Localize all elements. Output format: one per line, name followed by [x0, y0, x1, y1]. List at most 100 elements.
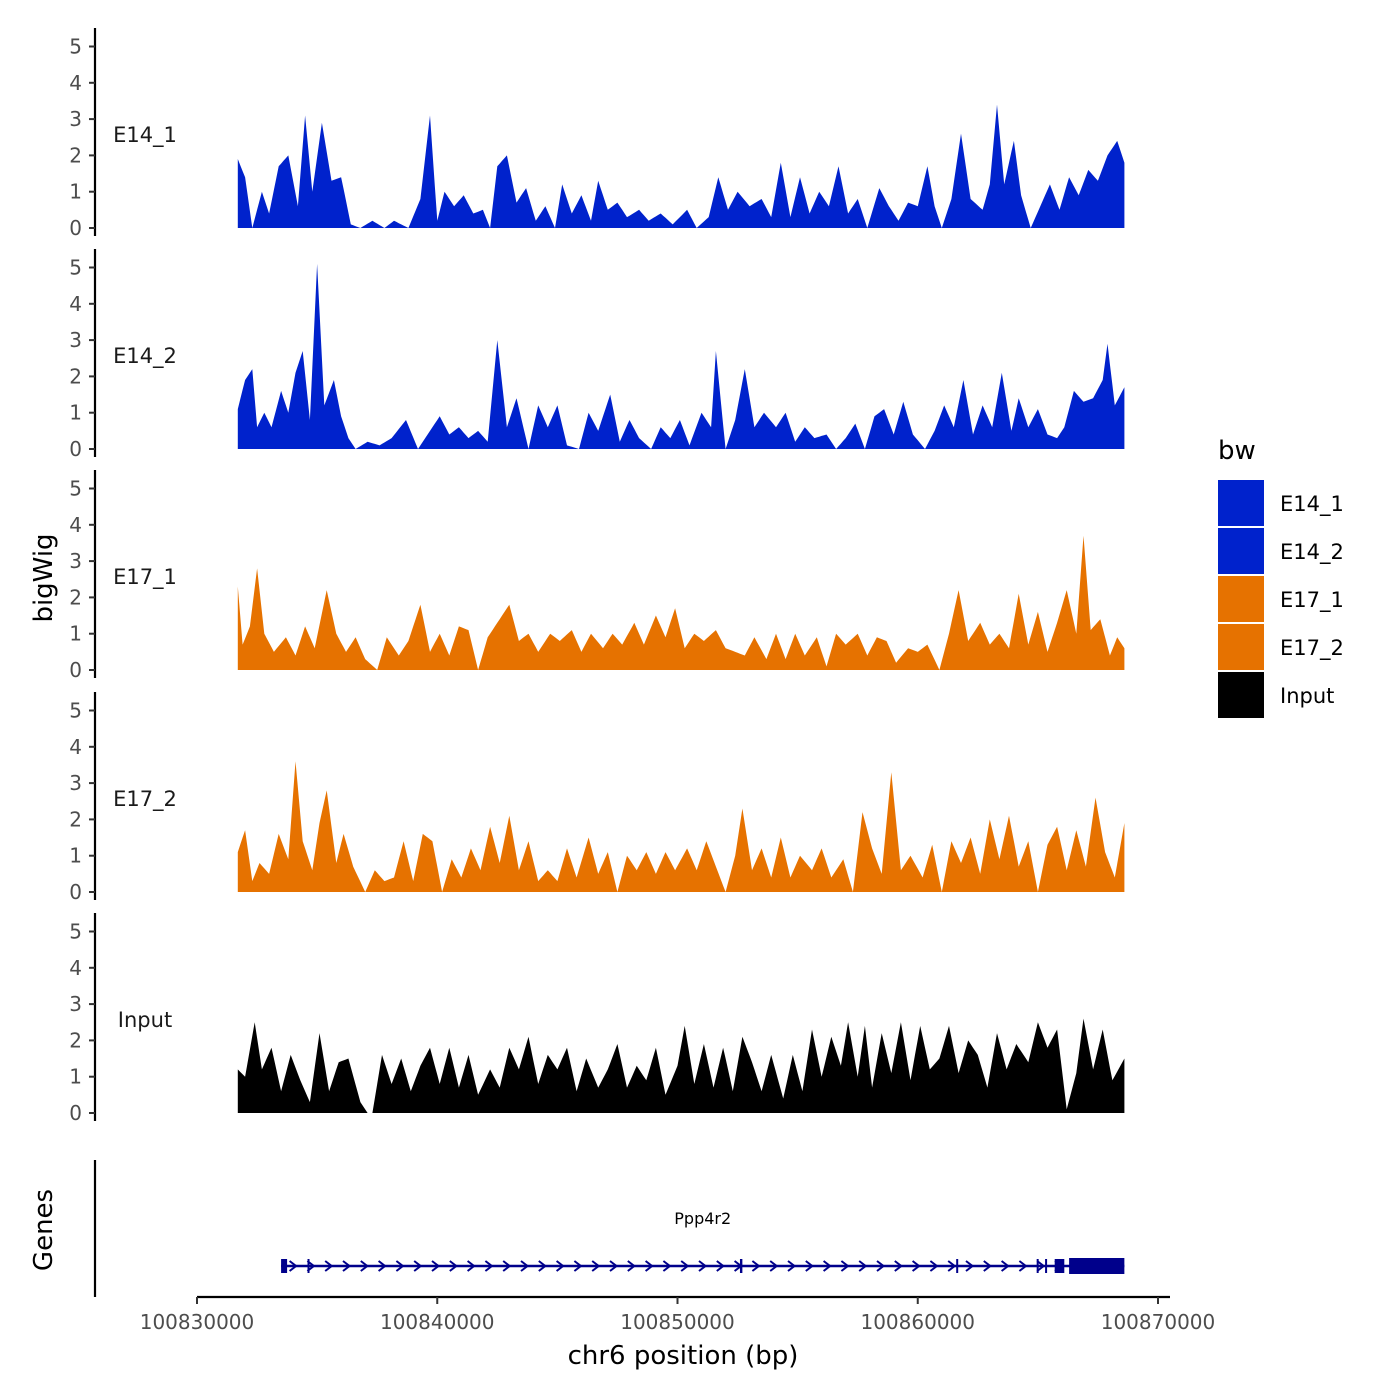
strand-arrow — [911, 1260, 921, 1272]
y-tick-label: 3 — [69, 771, 82, 795]
y-tick-label: 2 — [69, 364, 82, 388]
signal-area-e17-2 — [237, 761, 1125, 892]
legend-key-e14-2 — [1218, 528, 1264, 574]
y-tick-label: 1 — [69, 401, 82, 425]
strand-arrow — [627, 1260, 636, 1272]
track-label: Input — [118, 1008, 172, 1032]
y-axis-title: bigWig — [29, 533, 59, 622]
y-tick-label: 2 — [69, 807, 82, 831]
x-tick-label: 100840000 — [380, 1310, 495, 1334]
strand-arrow — [644, 1260, 654, 1272]
strand-arrow — [1036, 1260, 1046, 1272]
y-tick-label: 5 — [69, 477, 82, 501]
y-tick-label: 4 — [69, 513, 82, 537]
strand-arrow — [520, 1260, 530, 1272]
legend-title: bw — [1218, 436, 1256, 466]
x-axis: 100830000 100840000 100850000 100860000 1008… — [140, 1295, 1216, 1334]
signal-area-input — [237, 1018, 1125, 1113]
strand-arrow — [698, 1260, 708, 1272]
track-e17-2: 0 1 2 3 4 5 E17_2 — [69, 691, 1125, 904]
strand-arrow — [484, 1260, 494, 1272]
gene-exon — [1036, 1259, 1039, 1273]
y-tick-label: 1 — [69, 180, 82, 204]
y-tick-label: 3 — [69, 107, 82, 131]
y-tick-label: 4 — [69, 292, 82, 316]
strand-arrow — [538, 1260, 547, 1272]
legend-key-input — [1218, 672, 1264, 718]
y-tick-label: 1 — [69, 844, 82, 868]
legend: bw E14_1 E14_2 E17_1 E17_2 Input — [1218, 436, 1344, 718]
strand-arrow — [965, 1260, 975, 1272]
gene-name-label: Ppp4r2 — [674, 1209, 731, 1228]
track-e14-2: 0 1 2 3 4 5 E14_2 — [69, 248, 1125, 461]
y-tick-label: 2 — [69, 1028, 82, 1052]
gene-exon — [739, 1259, 743, 1273]
signal-tracks: 0 1 2 3 4 5 E14_1 0 1 2 3 4 5 E14_2 0 1 2 3 4 5 E17_1 0 1 2 3 4 5 E… — [69, 27, 1125, 1125]
track-input: 0 1 2 3 4 5 Input — [69, 912, 1125, 1125]
y-tick-label: 5 — [69, 699, 82, 723]
track-label: E14_2 — [113, 344, 177, 369]
y-tick-label: 1 — [69, 1065, 82, 1089]
strand-arrow — [573, 1260, 583, 1272]
strand-arrow — [609, 1260, 619, 1272]
strand-arrow — [947, 1260, 957, 1272]
legend-key-e17-2 — [1218, 624, 1264, 670]
strand-arrow — [431, 1260, 441, 1272]
y-tick-label: 4 — [69, 956, 82, 980]
y-tick-label: 0 — [69, 437, 82, 461]
strand-arrow — [324, 1260, 334, 1272]
y-tick-label: 4 — [69, 71, 82, 95]
strand-arrow — [395, 1260, 405, 1272]
strand-arrow — [502, 1260, 512, 1272]
track-e14-1: 0 1 2 3 4 5 E14_1 — [69, 27, 1125, 240]
strand-arrow — [466, 1260, 476, 1272]
strand-arrow — [413, 1260, 423, 1272]
legend-label: E14_1 — [1280, 492, 1344, 517]
strand-arrow — [555, 1260, 565, 1272]
strand-arrow — [449, 1260, 458, 1272]
strand-arrow — [894, 1260, 903, 1272]
strand-arrow — [306, 1260, 316, 1272]
strand-arrow — [716, 1260, 725, 1272]
strand-arrow — [983, 1260, 992, 1272]
strand-arrow — [858, 1260, 868, 1272]
legend-label: Input — [1280, 684, 1334, 708]
gene-exon — [956, 1259, 959, 1273]
track-label: E17_1 — [113, 565, 177, 590]
strand-arrow — [769, 1260, 779, 1272]
y-tick-label: 3 — [69, 992, 82, 1016]
strand-arrow — [680, 1260, 690, 1272]
y-tick-label: 5 — [69, 35, 82, 59]
signal-area-e17-1 — [237, 535, 1125, 670]
x-tick-label: 100870000 — [1101, 1310, 1216, 1334]
y-tick-label: 3 — [69, 328, 82, 352]
y-tick-label: 4 — [69, 735, 82, 759]
gene-exon — [1069, 1258, 1125, 1274]
legend-label: E14_2 — [1280, 540, 1344, 565]
strand-arrow — [1000, 1260, 1010, 1272]
y-tick-label: 1 — [69, 622, 82, 646]
strand-arrow — [787, 1260, 797, 1272]
strand-arrow — [360, 1260, 369, 1272]
y-tick-label: 0 — [69, 880, 82, 904]
y-tick-label: 0 — [69, 1101, 82, 1125]
x-tick-label: 100850000 — [620, 1310, 735, 1334]
strand-arrow — [377, 1260, 387, 1272]
signal-area-e14-2 — [237, 263, 1125, 449]
strand-arrow — [342, 1260, 352, 1272]
x-tick-label: 100830000 — [140, 1310, 255, 1334]
x-tick-label: 100860000 — [860, 1310, 975, 1334]
x-axis-title: chr6 position (bp) — [568, 1341, 799, 1371]
genes-axis-title: Genes — [29, 1189, 59, 1271]
legend-key-e17-1 — [1218, 576, 1264, 622]
legend-key-e14-1 — [1218, 480, 1264, 526]
track-e17-1: 0 1 2 3 4 5 E17_1 — [69, 469, 1125, 682]
y-tick-label: 3 — [69, 549, 82, 573]
strand-arrow — [840, 1260, 850, 1272]
track-label: E17_2 — [113, 787, 177, 812]
strand-arrow — [751, 1260, 761, 1272]
y-tick-label: 5 — [69, 256, 82, 280]
gene-exon — [1054, 1259, 1065, 1273]
y-tick-label: 2 — [69, 585, 82, 609]
